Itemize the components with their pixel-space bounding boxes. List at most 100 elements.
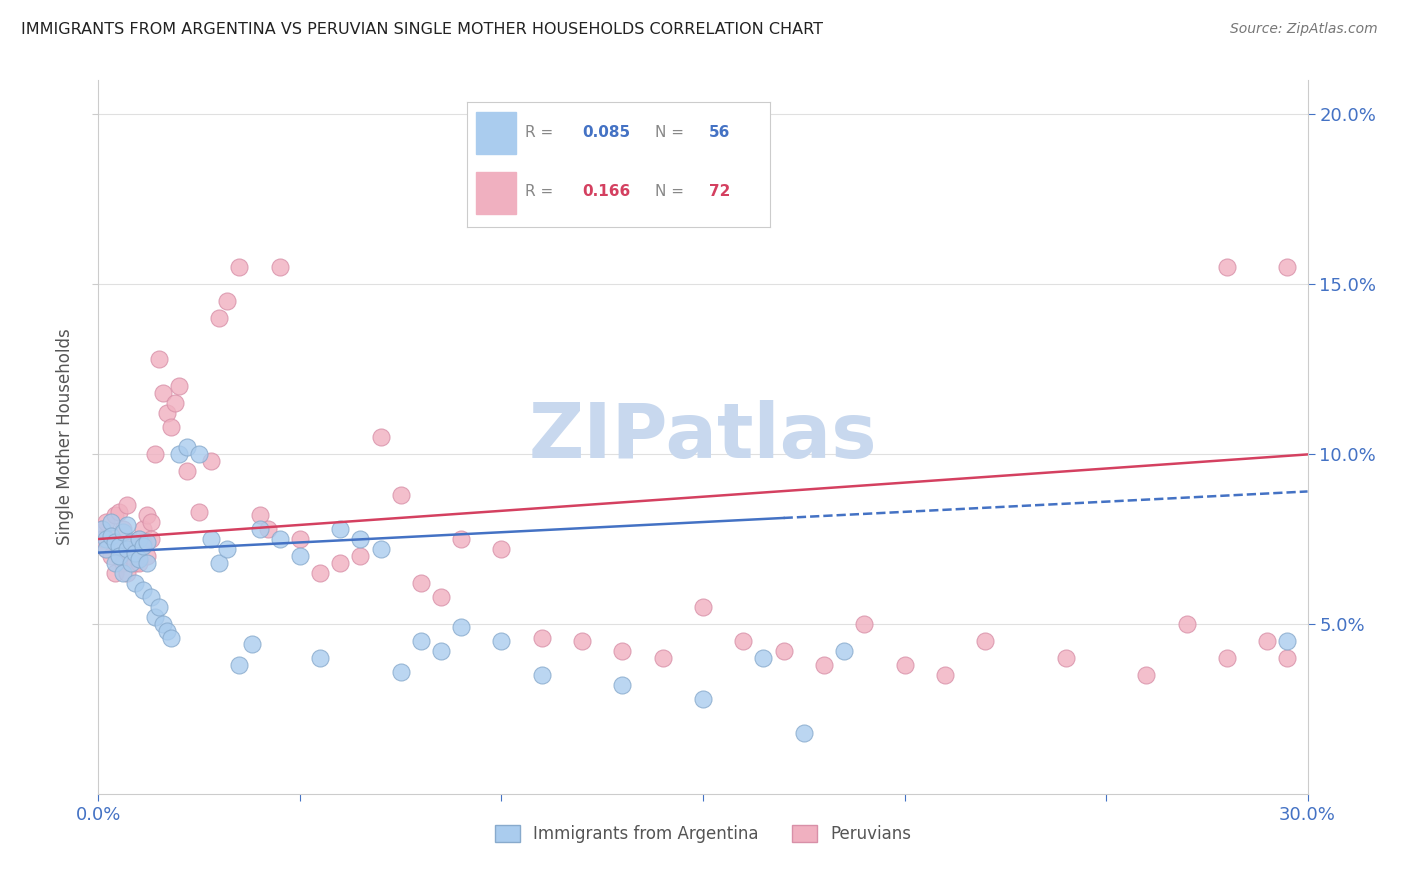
Point [160,631,183,645]
Point [111,525,134,540]
Point [111,522,134,536]
Point [143,447,166,461]
Point [107,549,129,563]
Point [115,518,138,533]
Point [208,311,231,326]
Point [200,532,222,546]
Point [612,678,634,692]
Point [91,532,114,546]
Point [772,644,794,658]
Point [128,556,150,570]
Text: ZIPatlas: ZIPatlas [529,401,877,474]
Point [430,590,453,604]
Point [91,522,114,536]
Point [96,542,118,557]
Point [1054,651,1077,665]
Point [530,631,553,645]
Point [107,539,129,553]
Point [128,532,150,546]
Point [450,532,472,546]
Point [132,539,155,553]
Point [156,624,179,638]
Point [128,552,150,566]
Point [100,528,122,542]
Point [148,351,170,366]
Point [329,556,352,570]
Point [974,634,997,648]
Point [124,542,146,557]
Point [370,430,392,444]
Point [349,532,371,546]
Point [132,535,155,549]
Point [1216,651,1239,665]
Point [135,508,157,523]
Point [163,396,186,410]
Point [135,535,157,549]
Point [793,725,815,739]
Y-axis label: Single Mother Households: Single Mother Households [56,329,75,545]
Point [120,549,142,563]
Point [139,590,162,604]
Point [200,454,222,468]
Point [491,542,513,557]
Point [124,546,146,560]
Point [491,634,513,648]
Point [115,566,138,580]
Point [288,549,311,563]
Point [1277,260,1299,275]
Point [103,566,125,580]
Point [135,556,157,570]
Point [96,515,118,529]
Point [409,576,432,591]
Point [571,634,593,648]
Point [128,532,150,546]
Point [370,542,392,557]
Point [853,617,876,632]
Point [309,566,332,580]
Point [217,294,239,309]
Point [167,447,190,461]
Point [107,542,129,557]
Point [256,522,278,536]
Point [329,522,352,536]
Point [752,651,775,665]
Point [188,447,211,461]
Point [103,535,125,549]
Point [124,556,146,570]
Point [228,260,250,275]
Point [188,505,211,519]
Point [832,644,855,658]
Point [1256,634,1278,648]
Point [733,634,755,648]
Point [1277,634,1299,648]
Point [208,556,231,570]
Point [176,464,198,478]
Point [813,657,835,672]
Point [111,566,134,580]
Point [100,515,122,529]
Point [1175,617,1198,632]
Point [91,522,114,536]
Point [389,488,412,502]
Text: IMMIGRANTS FROM ARGENTINA VS PERUVIAN SINGLE MOTHER HOUSEHOLDS CORRELATION CHART: IMMIGRANTS FROM ARGENTINA VS PERUVIAN SI… [21,22,823,37]
Point [96,532,118,546]
Point [143,610,166,624]
Point [132,582,155,597]
Point [100,528,122,542]
Point [139,532,162,546]
Point [651,651,673,665]
Point [120,556,142,570]
Point [152,617,174,632]
Point [692,691,714,706]
Point [309,651,332,665]
Point [249,522,271,536]
Point [430,644,453,658]
Point [269,260,291,275]
Point [111,556,134,570]
Point [450,620,472,634]
Point [124,576,146,591]
Point [1277,651,1299,665]
Point [1135,668,1157,682]
Point [288,532,311,546]
Legend: Immigrants from Argentina, Peruvians: Immigrants from Argentina, Peruvians [488,818,918,850]
